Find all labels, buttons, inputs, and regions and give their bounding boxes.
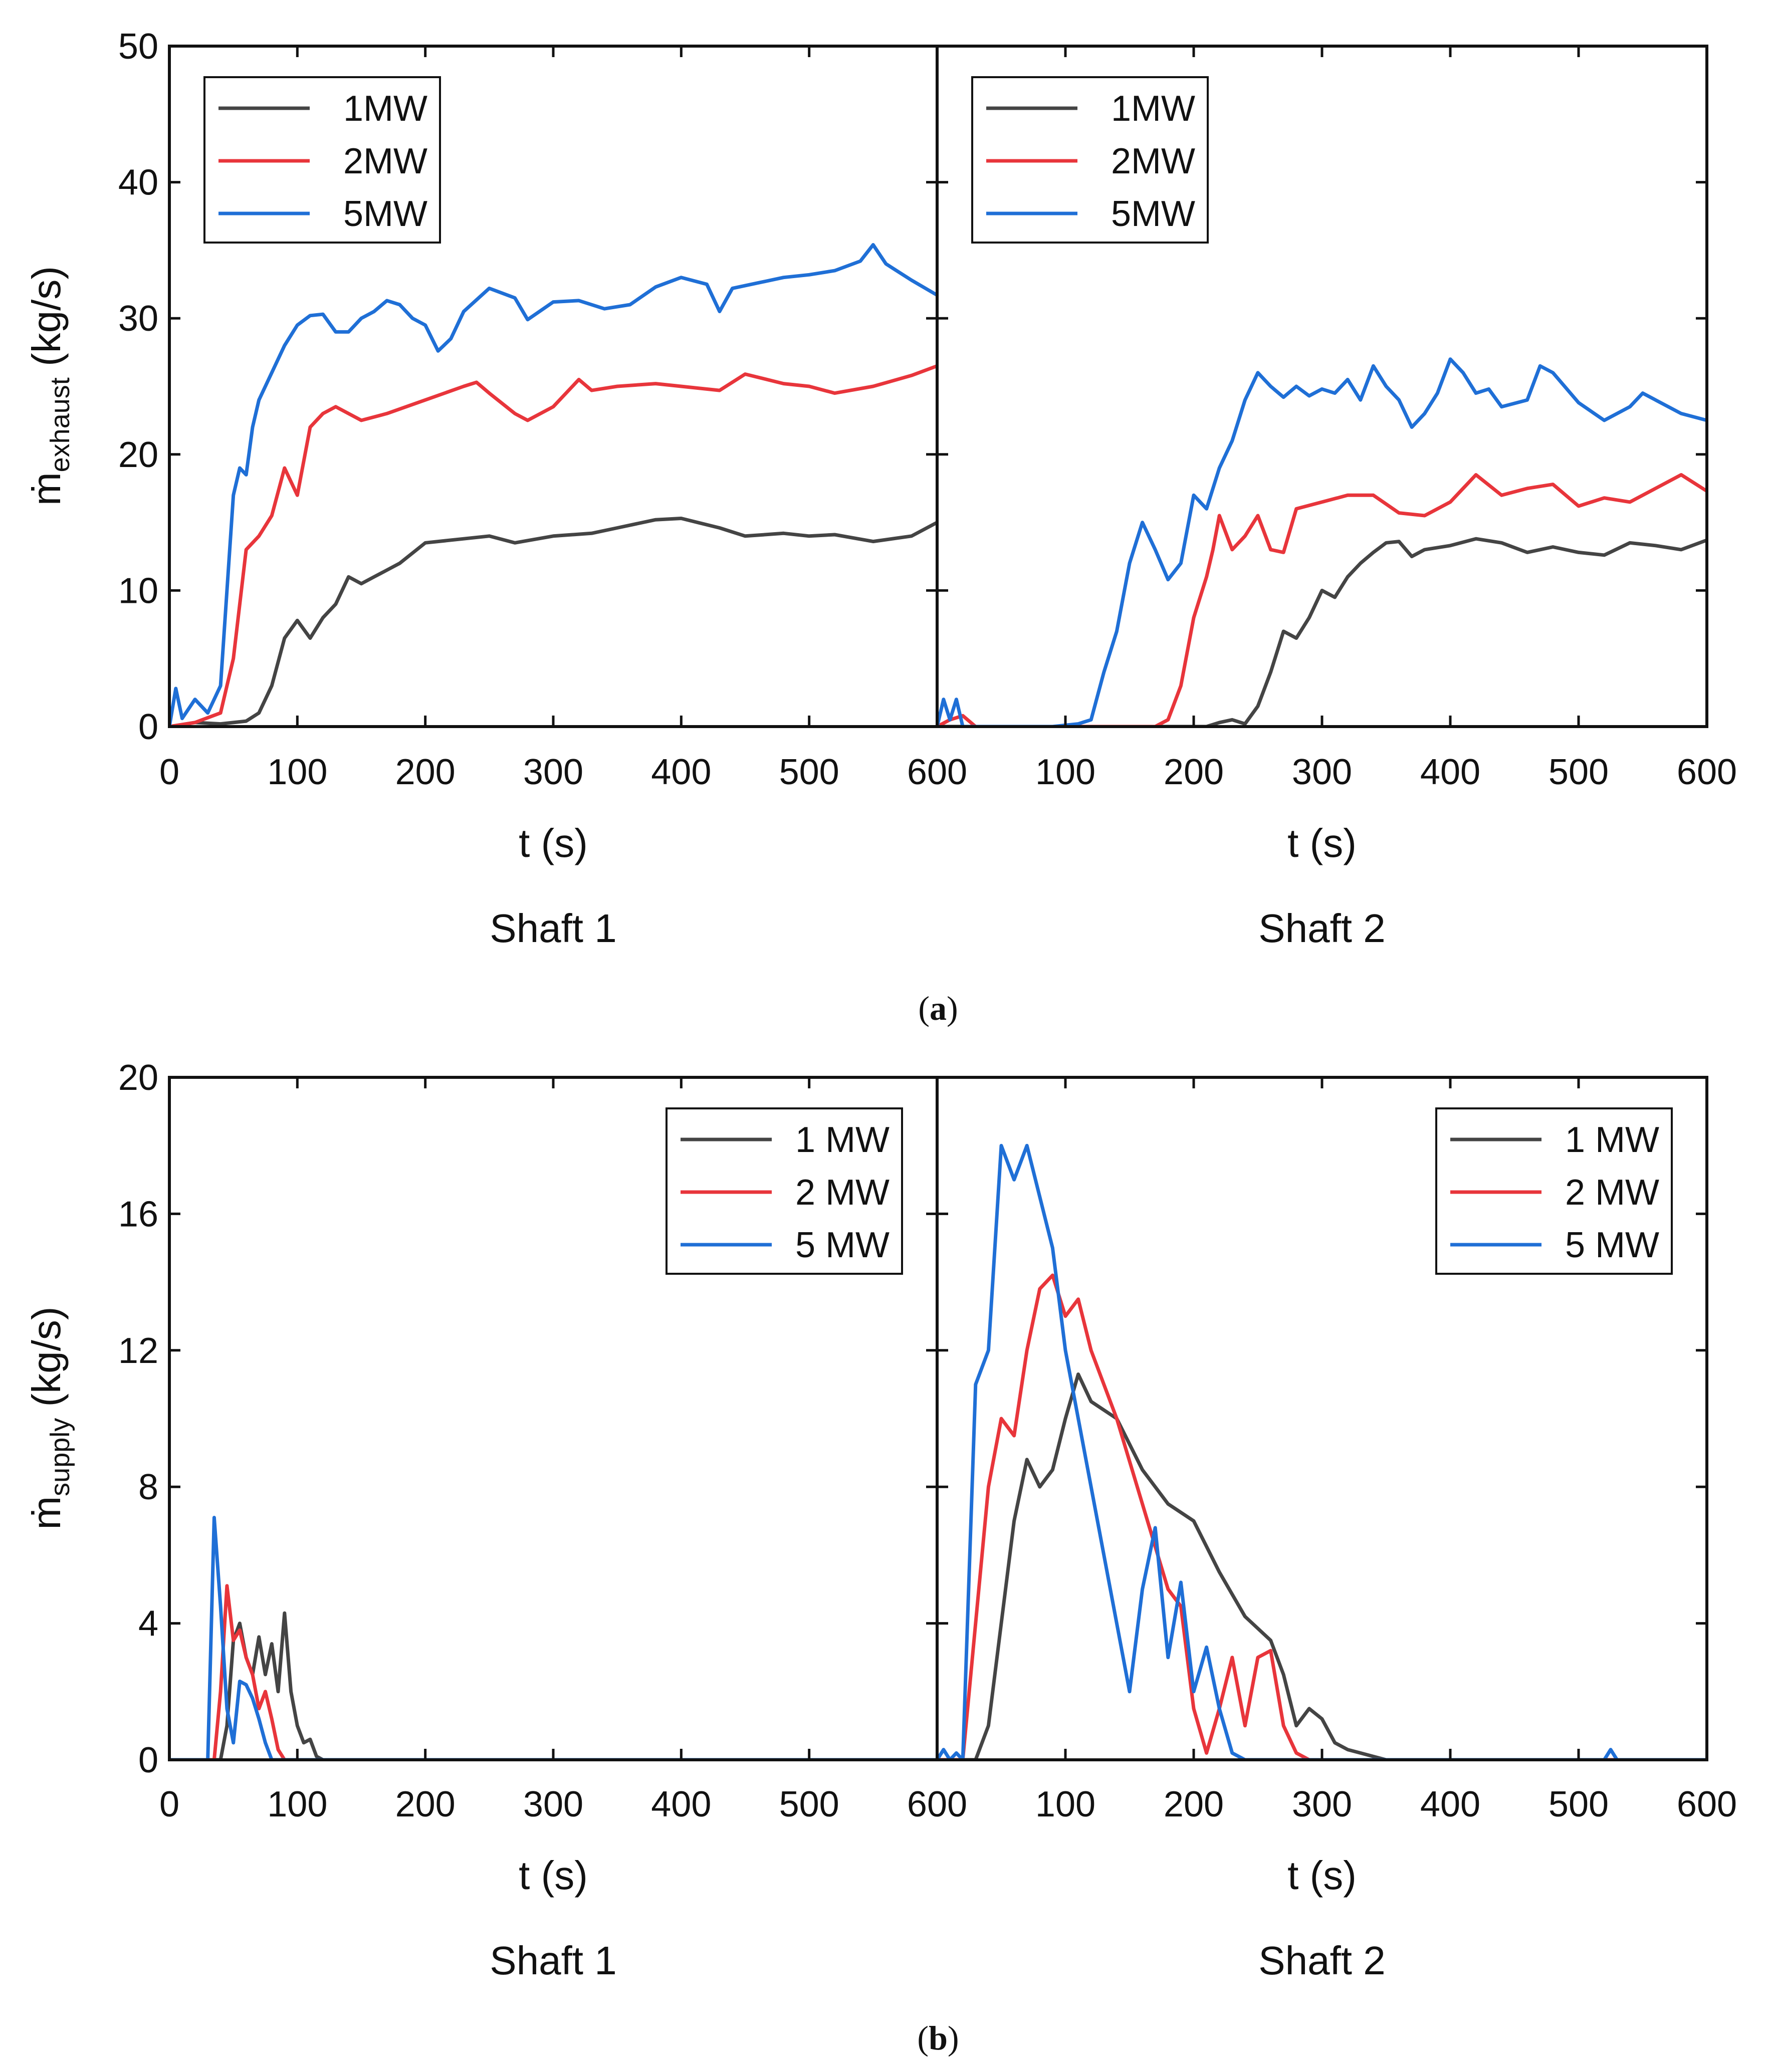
x-tick-label: 300 (1292, 1784, 1352, 1824)
x-tick-label: 0 (159, 752, 179, 792)
series-line-2mw (937, 473, 1707, 727)
y-tick-label: 4 (138, 1604, 158, 1644)
legend-entry: 1MW (1111, 89, 1195, 129)
subplot-title: Shaft 1 (490, 1938, 617, 1983)
x-tick-label: 300 (523, 1784, 583, 1824)
x-tick-label: 200 (1164, 752, 1224, 792)
y-tick-label: 10 (118, 571, 158, 611)
subplot-b-1: 0 100 200 300 400 500 600 t (s) Shaft 1 1 MW 2 MW 5… (159, 1076, 967, 1983)
y-axis-label-unit: (kg/s) (24, 1307, 69, 1418)
subplot-title: Shaft 2 (1258, 906, 1386, 951)
y-tick-label: 0 (138, 1740, 158, 1780)
series-line-5mw (169, 243, 937, 727)
series-line-2mw (169, 364, 937, 727)
y-tick-label: 16 (118, 1194, 158, 1234)
y-axis-label-sub: exhaust (45, 377, 75, 472)
legend-entry: 1 MW (795, 1120, 890, 1160)
x-tick-label: 500 (1549, 752, 1609, 792)
x-axis-label: t (s) (1287, 821, 1357, 865)
x-axis-label: t (s) (1287, 1853, 1357, 1898)
y-tick-label: 12 (118, 1331, 158, 1371)
panel-label-close: ) (948, 2019, 959, 2057)
legend-entry: 5MW (343, 194, 427, 234)
series-line-2mw (937, 1273, 1707, 1760)
legend-entry: 2MW (343, 141, 427, 181)
y-tick-label: 30 (118, 299, 158, 339)
x-tick-label: 0 (159, 1784, 179, 1824)
legend-entry: 5 MW (1565, 1225, 1659, 1265)
x-tick-label: 100 (1035, 752, 1095, 792)
x-tick-label: 600 (907, 1784, 967, 1824)
x-tick-label: 400 (651, 1784, 711, 1824)
panel-label: (a) (918, 989, 958, 1027)
series-line-5mw (169, 1516, 937, 1760)
x-tick-label: 200 (1164, 1784, 1224, 1824)
legend-entry: 2MW (1111, 141, 1195, 181)
panel-label-letter: b (929, 2019, 948, 2057)
y-axis-label-sub: supply (45, 1418, 75, 1496)
x-tick-label: 500 (779, 1784, 839, 1824)
legend: 1MW 2MW 5MW (203, 76, 441, 244)
x-tick-label: 300 (1292, 752, 1352, 792)
x-tick-label: 400 (1420, 1784, 1480, 1824)
x-tick-label: 600 (1677, 1784, 1737, 1824)
panel-a: 0 10 20 30 40 50 ṁexhaust (kg/s) 0 100 200 300 400 5… (24, 27, 1737, 1027)
x-tick-label: 100 (1035, 1784, 1095, 1824)
subplot-title: Shaft 2 (1258, 1938, 1386, 1983)
series-line-1mw (169, 1611, 937, 1760)
series-line-1mw (169, 517, 937, 727)
x-tick-label: 600 (907, 752, 967, 792)
subplot-a-1: 0 100 200 300 400 500 600 t (s) Shaft 1 1MW 2MW 5MW (159, 45, 967, 951)
legend-entry: 5 MW (795, 1225, 890, 1265)
series-line-1mw (937, 537, 1707, 727)
x-axis-label: t (s) (519, 821, 588, 865)
x-tick-label: 600 (1677, 752, 1737, 792)
x-tick-label: 500 (1549, 1784, 1609, 1824)
panel-label-open: ( (918, 989, 930, 1027)
y-axis-label: ṁexhaust (kg/s) (24, 266, 75, 506)
legend-entry: 1MW (343, 89, 427, 129)
legend: 1 MW 2 MW 5 MW (1435, 1107, 1673, 1275)
series-line-5mw (937, 357, 1707, 727)
series-line-2mw (169, 1584, 937, 1760)
legend: 1 MW 2 MW 5 MW (666, 1107, 903, 1275)
x-tick-label: 400 (651, 752, 711, 792)
y-axis-label: ṁsupply (kg/s) (24, 1307, 75, 1530)
legend-entry: 5MW (1111, 194, 1195, 234)
panel-b: 0 4 8 12 16 20 ṁsupply (kg/s) 0 100 200 300 400 500 6… (24, 1058, 1737, 2057)
series-line-1mw (937, 1372, 1707, 1760)
y-tick-label: 20 (118, 435, 158, 475)
x-tick-label: 100 (267, 752, 327, 792)
y-tick-label: 50 (118, 27, 158, 67)
legend: 1MW 2MW 5MW (971, 76, 1209, 244)
y-axis-label-main: ṁ (24, 1496, 69, 1530)
y-axis-label-unit: (kg/s) (24, 266, 69, 377)
x-axis-label: t (s) (519, 1853, 588, 1898)
panel-label-letter: a (930, 989, 947, 1027)
legend-entry: 1 MW (1565, 1120, 1659, 1160)
legend-entry: 2 MW (1565, 1173, 1659, 1213)
x-tick-label: 100 (267, 1784, 327, 1824)
subplot-title: Shaft 1 (490, 906, 617, 951)
x-tick-label: 400 (1420, 752, 1480, 792)
y-axis-label-main: ṁ (24, 472, 69, 506)
panel-label-open: ( (917, 2019, 929, 2057)
x-tick-label: 500 (779, 752, 839, 792)
series-line-5mw (937, 1143, 1707, 1760)
y-tick-label: 0 (138, 707, 158, 747)
x-tick-label: 300 (523, 752, 583, 792)
x-tick-label: 200 (395, 752, 456, 792)
subplot-a-2: 100 200 300 400 500 600 t (s) Shaft 2 1MW 2MW 5MW (936, 45, 1737, 951)
panel-label: (b) (917, 2019, 959, 2057)
y-tick-label: 40 (118, 163, 158, 203)
subplot-b-2: 100 200 300 400 500 600 t (s) Shaft 2 1 MW 2 MW 5 … (936, 1076, 1737, 1983)
y-tick-label: 8 (138, 1467, 158, 1507)
panel-label-close: ) (947, 989, 958, 1027)
x-tick-label: 200 (395, 1784, 456, 1824)
y-tick-label: 20 (118, 1058, 158, 1098)
legend-entry: 2 MW (795, 1173, 890, 1213)
